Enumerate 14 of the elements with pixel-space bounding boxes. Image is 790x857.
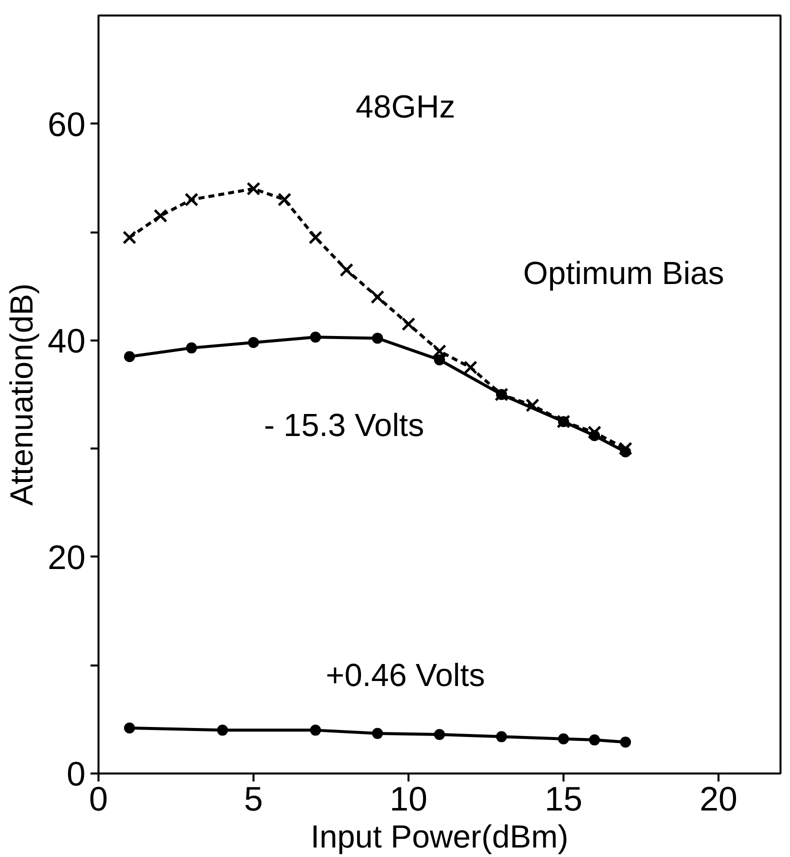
x-tick-label: 10 xyxy=(390,780,428,818)
y-tick-label: 60 xyxy=(48,106,86,144)
y-axis-title: Attenuation(dB) xyxy=(4,283,40,506)
text: Optimum Bias xyxy=(523,255,724,292)
series-label: - 15.3 Volts xyxy=(264,406,424,443)
y-tick-label: 20 xyxy=(48,538,86,577)
y-tick-label: 40 xyxy=(48,322,86,360)
x-tick-label: 15 xyxy=(544,780,582,818)
x-tick-label: 5 xyxy=(244,780,263,818)
y-tick-label: 0 xyxy=(66,756,86,794)
x-tick-label: 20 xyxy=(700,780,738,818)
series-label: +0.46 Volts xyxy=(326,656,486,693)
x-axis-title: Input Power(dBm) xyxy=(310,818,568,854)
annotation: 48GHz xyxy=(356,88,456,124)
